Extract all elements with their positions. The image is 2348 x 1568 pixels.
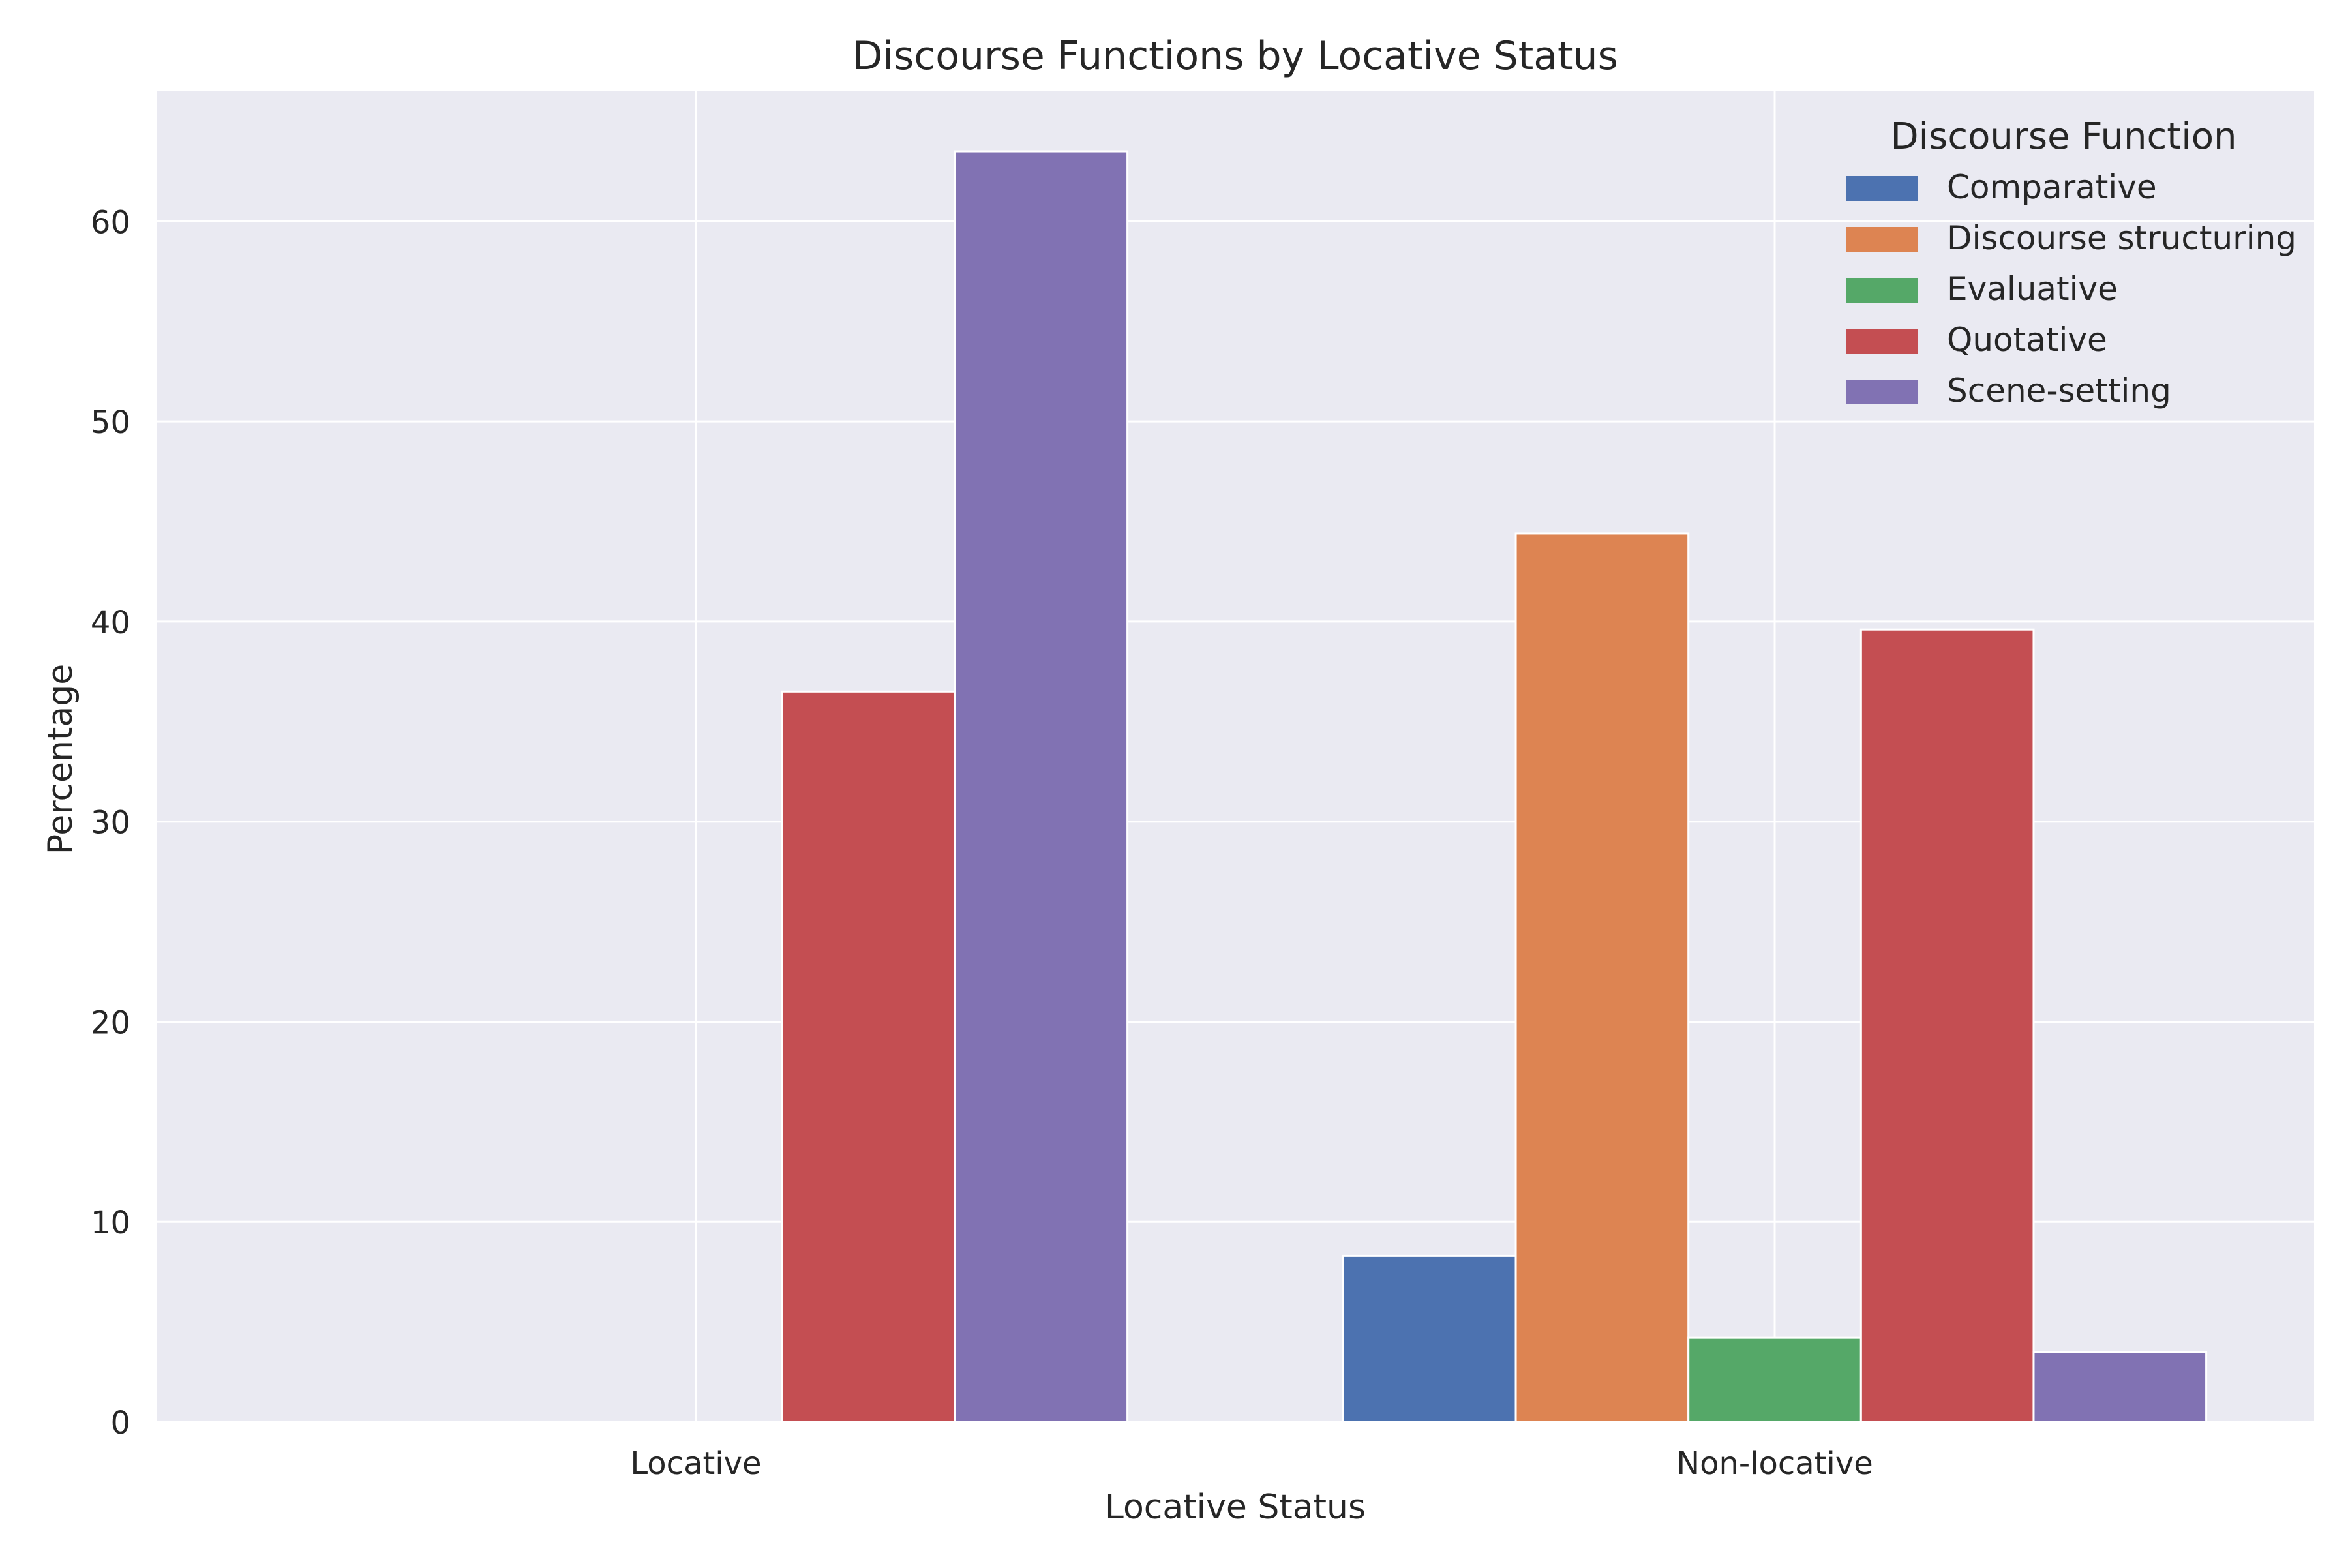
bar-evaluative-non-locative (1687, 1336, 1862, 1423)
y-tick-label: 20 (91, 1004, 130, 1041)
bars (781, 150, 2208, 1423)
tick-labels: 0 10 20 30 40 50 60 Locative Non-locative (91, 204, 1873, 1482)
x-tick-label: Non-locative (1676, 1445, 1873, 1482)
chart-title: Discourse Functions by Locative Status (852, 33, 1618, 79)
legend-swatch (1846, 227, 1918, 252)
x-tick-label: Locative (630, 1445, 761, 1482)
legend-swatch (1846, 329, 1918, 354)
bar-quotative-non-locative (1859, 628, 2035, 1423)
y-tick-label: 60 (91, 204, 130, 241)
legend: Discourse Function Comparative Discourse … (1846, 115, 2296, 410)
legend-swatch (1846, 278, 1918, 303)
y-axis-label: Percentage (41, 664, 80, 855)
y-tick-label: 0 (110, 1405, 130, 1441)
bar-quotative-locative (781, 690, 956, 1423)
legend-label: Comparative (1947, 168, 2157, 206)
y-tick-label: 50 (91, 404, 130, 441)
legend-label: Quotative (1947, 321, 2107, 359)
bar-scene-setting-locative (954, 150, 1129, 1423)
y-tick-label: 40 (91, 605, 130, 641)
y-tick-label: 30 (91, 805, 130, 841)
legend-label: Evaluative (1947, 270, 2118, 308)
legend-swatch (1846, 380, 1918, 404)
y-tick-label: 10 (91, 1205, 130, 1241)
x-axis-label: Locative Status (1105, 1488, 1366, 1527)
legend-items: Comparative Discourse structuring Evaluati… (1846, 168, 2296, 410)
legend-label: Scene-setting (1947, 372, 2171, 410)
bar-discourse-structuring-non-locative (1514, 532, 1690, 1423)
bar-comparative-non-locative (1342, 1254, 1517, 1423)
bar-scene-setting-non-locative (2032, 1351, 2208, 1423)
legend-title: Discourse Function (1890, 115, 2236, 158)
legend-swatch (1846, 176, 1918, 201)
legend-label: Discourse structuring (1947, 219, 2296, 257)
